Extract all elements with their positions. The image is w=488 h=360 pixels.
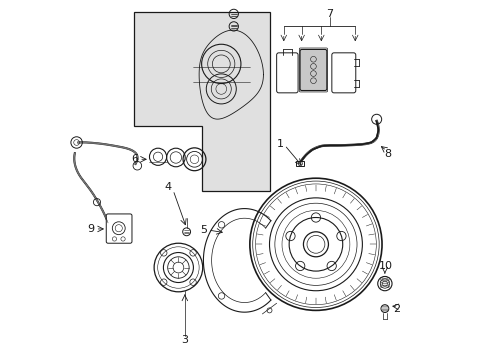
FancyBboxPatch shape bbox=[106, 214, 132, 243]
FancyBboxPatch shape bbox=[300, 49, 326, 90]
Text: 4: 4 bbox=[164, 182, 171, 192]
Text: 3: 3 bbox=[181, 335, 188, 345]
Text: 7: 7 bbox=[325, 9, 332, 19]
Text: 8: 8 bbox=[383, 149, 390, 159]
Text: 9: 9 bbox=[87, 224, 94, 234]
FancyBboxPatch shape bbox=[276, 53, 298, 93]
Text: 1: 1 bbox=[276, 139, 283, 149]
Text: 5: 5 bbox=[200, 225, 206, 235]
Polygon shape bbox=[134, 12, 269, 191]
Text: 2: 2 bbox=[392, 304, 399, 314]
Bar bbox=[296, 161, 304, 166]
Text: 10: 10 bbox=[378, 261, 392, 271]
FancyBboxPatch shape bbox=[331, 53, 355, 93]
Text: 6: 6 bbox=[131, 154, 138, 164]
